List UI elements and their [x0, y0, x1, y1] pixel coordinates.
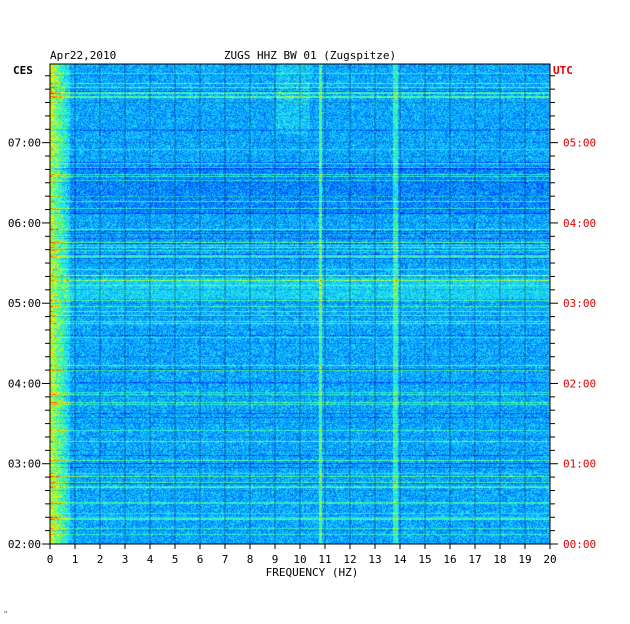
date-label: Apr22,2010	[50, 49, 116, 62]
left-time-label: 04:00	[8, 377, 41, 390]
x-tick-label: 20	[543, 553, 556, 566]
left-time-label: 02:00	[8, 538, 41, 551]
right-time-label: 05:00	[563, 137, 596, 150]
x-tick-label: 5	[172, 553, 179, 566]
left-time-axis: 02:00 03:00 04:00 05:00 06:00 07:00	[8, 75, 50, 551]
x-tick-label: 11	[318, 553, 331, 566]
left-time-label: 06:00	[8, 217, 41, 230]
left-time-label: 05:00	[8, 297, 41, 310]
left-zone-label: CES	[13, 64, 33, 77]
right-time-label: 04:00	[563, 217, 596, 230]
x-tick-label: 3	[122, 553, 129, 566]
x-tick-label: 10	[293, 553, 306, 566]
x-tick-label: 9	[272, 553, 279, 566]
x-tick-label: 6	[197, 553, 204, 566]
x-tick-label: 14	[393, 553, 407, 566]
x-tick-label: 17	[468, 553, 481, 566]
x-tick-label: 4	[147, 553, 154, 566]
left-time-label: 03:00	[8, 458, 41, 471]
x-tick-label: 0	[47, 553, 54, 566]
corner-mark: "	[4, 610, 7, 618]
x-axis-label: FREQUENCY (HZ)	[266, 566, 359, 579]
x-tick-label: 19	[518, 553, 531, 566]
x-tick-label: 16	[443, 553, 456, 566]
x-tick-label: 12	[343, 553, 356, 566]
x-tick-label: 18	[493, 553, 506, 566]
x-tick-label: 1	[72, 553, 79, 566]
x-axis-ticks: 0 1 2 3 4 5 6 7 8 9 10 11 12 13 14 15 16 17 18 19 20	[47, 544, 557, 566]
right-zone-label: UTC	[553, 64, 573, 77]
right-time-label: 01:00	[563, 458, 596, 471]
x-tick-label: 13	[368, 553, 381, 566]
x-tick-label: 15	[418, 553, 431, 566]
grid-lines	[50, 64, 550, 544]
right-time-label: 03:00	[563, 297, 596, 310]
left-time-label: 07:00	[8, 137, 41, 150]
x-tick-label: 8	[247, 553, 254, 566]
x-tick-label: 2	[97, 553, 104, 566]
x-tick-label: 7	[222, 553, 229, 566]
right-time-label: 02:00	[563, 377, 596, 390]
right-time-axis: 00:00 01:00 02:00 03:00 04:00 05:00	[550, 75, 596, 551]
chart-title: ZUGS HHZ BW 01 (Zugspitze)	[224, 49, 396, 62]
right-time-label: 00:00	[563, 538, 596, 551]
